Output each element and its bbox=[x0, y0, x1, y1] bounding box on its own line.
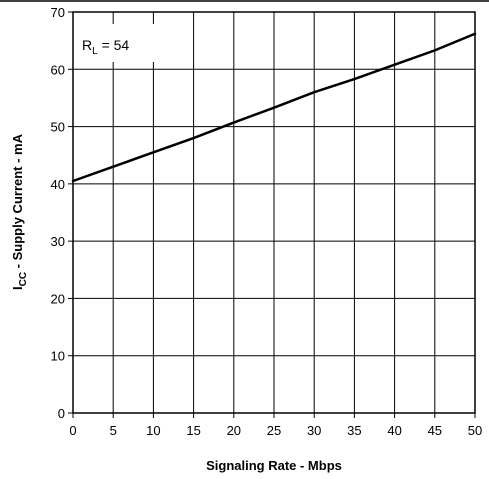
y-tick-label: 30 bbox=[51, 234, 65, 249]
annotation-sub: L bbox=[92, 46, 98, 57]
y-axis-title: ICC - Supply Current - mA bbox=[10, 133, 29, 290]
y-tick-labels: 0 10 20 30 40 50 60 70 bbox=[51, 5, 65, 421]
x-tick-label: 30 bbox=[307, 423, 321, 438]
x-axis-title: Signaling Rate - Mbps bbox=[206, 458, 342, 473]
y-axis-title-sub: CC bbox=[18, 272, 29, 286]
x-tick-label: 45 bbox=[428, 423, 442, 438]
x-tick-label: 20 bbox=[227, 423, 241, 438]
plot-frame bbox=[72, 11, 476, 414]
y-tick-label: 50 bbox=[51, 120, 65, 135]
annotation-label: RL = 54 bbox=[82, 37, 129, 57]
y-axis-title-main: I bbox=[10, 286, 25, 290]
x-tick-label: 35 bbox=[347, 423, 361, 438]
x-tick-label: 0 bbox=[69, 423, 76, 438]
y-axis-title-rest: - Supply Current - mA bbox=[10, 133, 25, 272]
annotation-rest: = 54 bbox=[98, 37, 130, 53]
y-tick-label: 10 bbox=[51, 349, 65, 364]
y-tick-label: 0 bbox=[58, 406, 65, 421]
x-tick-label: 25 bbox=[267, 423, 281, 438]
y-tick-label: 70 bbox=[51, 5, 65, 20]
y-tick-label: 40 bbox=[51, 177, 65, 192]
axes bbox=[68, 11, 476, 418]
y-tick-label: 60 bbox=[51, 62, 65, 77]
data-series bbox=[71, 32, 477, 183]
x-tick-labels: 0 5 10 15 20 25 30 35 40 45 50 bbox=[69, 423, 482, 438]
x-tick-label: 5 bbox=[110, 423, 117, 438]
y-tick-label: 20 bbox=[51, 291, 65, 306]
x-tick-label: 40 bbox=[387, 423, 401, 438]
x-tick-label: 15 bbox=[186, 423, 200, 438]
series-line bbox=[71, 32, 477, 183]
annotation-box bbox=[76, 24, 160, 62]
annotation-main: R bbox=[82, 37, 92, 53]
x-tick-label: 10 bbox=[146, 423, 160, 438]
x-tick-label: 50 bbox=[468, 423, 482, 438]
